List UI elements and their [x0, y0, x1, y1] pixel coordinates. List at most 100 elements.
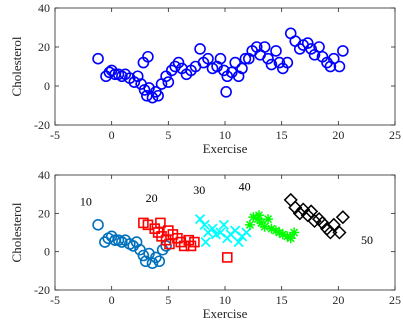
series-1-circle — [92, 27, 349, 104]
y-tick-label: -20 — [34, 283, 50, 297]
y-tick-label: 0 — [44, 245, 50, 259]
series-5-diamond — [283, 192, 350, 240]
series-4-star — [244, 210, 300, 244]
data-point — [288, 200, 303, 215]
y-axis-label: Cholesterol — [9, 202, 24, 262]
x-tick-label: -5 — [50, 128, 60, 142]
x-axis-label: Exercise — [203, 141, 248, 156]
data-point — [263, 214, 274, 225]
data-point — [271, 225, 281, 236]
data-point — [270, 45, 282, 57]
data-point — [220, 86, 232, 98]
data-point — [155, 217, 166, 229]
data-point — [229, 56, 241, 69]
data-point — [282, 231, 293, 242]
data-point — [307, 213, 322, 229]
data-point — [172, 56, 185, 69]
data-point — [337, 45, 349, 57]
data-point — [262, 52, 274, 65]
data-point — [332, 225, 347, 240]
data-point — [239, 52, 252, 65]
data-point — [313, 41, 325, 53]
data-point — [146, 257, 159, 269]
x-tick-label: 15 — [276, 128, 288, 142]
data-point — [92, 52, 104, 65]
data-point — [128, 76, 141, 88]
y-axis-label: Cholesterol — [9, 36, 24, 96]
y-tick-label: 20 — [38, 206, 50, 220]
data-point — [305, 43, 317, 55]
subplot-1: -5 0 5 10 15 20 25 -20 0 20 40 Exercise Cholesterol — [9, 1, 401, 156]
data-point — [200, 236, 211, 248]
data-point — [289, 227, 300, 238]
y-tick-label: 0 — [44, 79, 50, 93]
x-tick-label: 0 — [109, 128, 115, 142]
data-point — [153, 255, 166, 268]
data-point — [292, 206, 307, 221]
data-point — [252, 214, 263, 225]
data-point — [199, 219, 210, 230]
series-2-square — [138, 217, 233, 263]
data-point — [207, 223, 218, 234]
data-point — [162, 76, 175, 88]
data-point — [266, 223, 277, 234]
data-point — [259, 221, 270, 232]
cluster-annotation: 10 — [80, 195, 92, 209]
cluster-annotation: 30 — [193, 183, 205, 197]
data-point — [265, 58, 278, 71]
data-point — [254, 210, 264, 221]
data-point — [244, 219, 255, 230]
data-point — [221, 252, 233, 263]
data-point — [194, 43, 206, 55]
x-tick-label: 25 — [389, 128, 401, 142]
axes-box — [54, 174, 396, 291]
cluster-annotation: 50 — [361, 233, 373, 247]
y-tick-label: 40 — [38, 1, 50, 15]
data-point — [315, 215, 330, 230]
x-tick-label: -5 — [50, 293, 60, 307]
cluster-annotation: 20 — [146, 191, 158, 205]
subplot-2: -5 0 5 10 15 20 25 -20 0 20 40 Exercise Cholesterol 1… — [9, 168, 401, 321]
data-point — [274, 227, 285, 238]
y-tick-label: 40 — [38, 168, 50, 182]
data-point — [183, 234, 195, 246]
data-point — [285, 233, 296, 244]
x-axis-label: Exercise — [203, 306, 248, 321]
cluster-annotation: 40 — [239, 179, 251, 193]
data-point — [202, 52, 214, 65]
data-point — [163, 225, 174, 236]
data-point — [142, 50, 154, 63]
data-point — [233, 236, 244, 248]
data-point — [248, 212, 259, 223]
x-tick-label: 15 — [276, 293, 288, 307]
data-point — [218, 219, 230, 230]
data-point — [273, 56, 286, 69]
x-tick-label: 10 — [219, 128, 231, 142]
x-tick-label: 20 — [332, 293, 344, 307]
y-tick-label: -20 — [34, 118, 50, 132]
x-tick-label: 20 — [332, 128, 344, 142]
data-point — [296, 202, 311, 217]
data-point — [333, 60, 346, 73]
data-point — [236, 62, 248, 75]
data-point — [335, 210, 350, 225]
data-point — [189, 236, 200, 248]
x-tick-label: 10 — [219, 293, 231, 307]
y-tick-label: 20 — [38, 40, 50, 54]
series-3-cross — [194, 213, 252, 248]
x-tick-label: 0 — [109, 293, 115, 307]
data-point — [283, 192, 298, 207]
x-tick-label: 25 — [389, 293, 401, 307]
data-point — [258, 41, 271, 53]
data-point — [277, 229, 288, 240]
data-point — [218, 64, 230, 77]
x-tick-label: 5 — [165, 128, 171, 142]
data-point — [92, 219, 104, 231]
data-point — [281, 56, 294, 69]
data-point — [326, 217, 341, 232]
data-point — [146, 91, 159, 104]
data-point — [160, 70, 172, 83]
data-point — [327, 52, 340, 65]
data-point — [150, 251, 162, 264]
